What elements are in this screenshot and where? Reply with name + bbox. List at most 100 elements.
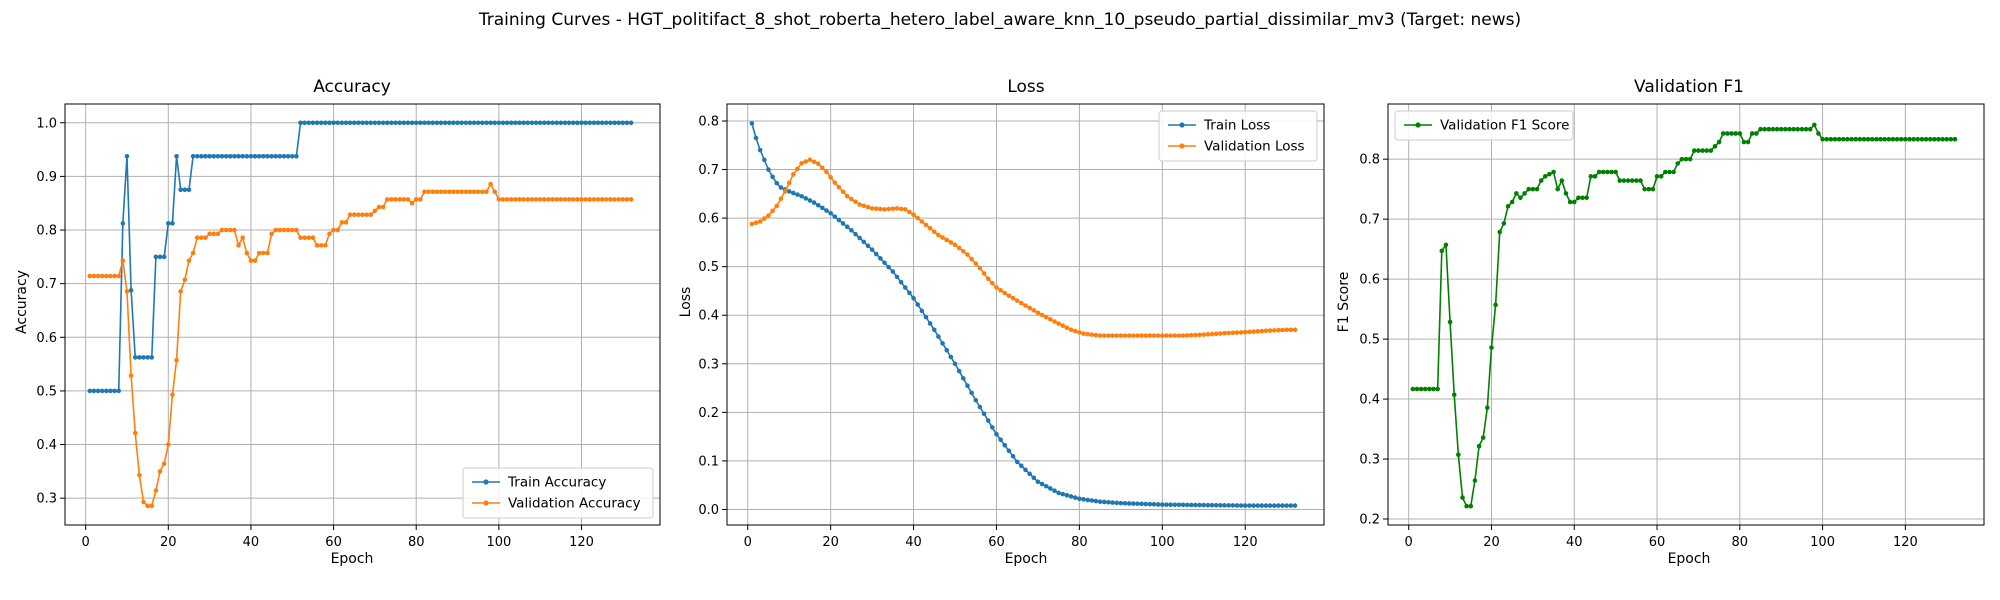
accuracy-data-point: [591, 120, 597, 126]
accuracy-data-point: [455, 120, 460, 126]
loss-data-point: [1172, 333, 1178, 338]
f1-data-point: [1625, 178, 1631, 183]
f1-data-point: [1485, 405, 1490, 410]
accuracy-data-point: [620, 197, 626, 202]
accuracy-data-point: [384, 197, 390, 202]
f1-data-point: [1816, 131, 1821, 136]
f1-data-point: [1505, 204, 1511, 209]
loss-data-point: [1238, 503, 1244, 508]
accuracy-xlabel: Epoch: [331, 551, 374, 567]
accuracy-data-point: [351, 120, 357, 126]
accuracy-data-point: [442, 189, 448, 195]
accuracy-data-point: [223, 153, 229, 159]
accuracy-data-point: [157, 254, 163, 260]
accuracy-data-point: [232, 153, 237, 159]
f1-data-point: [1812, 122, 1817, 128]
loss-plot-area: [727, 104, 1324, 525]
accuracy-data-point: [550, 197, 555, 202]
f1-data-point: [1836, 136, 1842, 142]
loss-data-point: [803, 196, 809, 201]
loss-data-point: [1085, 331, 1090, 337]
loss-data-point: [1114, 500, 1120, 506]
accuracy-data-point: [347, 212, 353, 217]
loss-y-tick-label: 0.1: [698, 454, 719, 469]
accuracy-x-tick-label: 60: [325, 535, 342, 550]
loss-data-point: [998, 288, 1003, 293]
accuracy-legend-frame: [462, 467, 654, 519]
accuracy-data-point: [393, 197, 398, 202]
accuracy-data-point: [426, 189, 431, 195]
accuracy-data-point: [132, 430, 138, 436]
accuracy-legend-label: Validation Accuracy: [508, 496, 641, 512]
f1-data-point: [1861, 136, 1867, 142]
loss-data-point: [1130, 333, 1136, 338]
f1-data-point: [1754, 131, 1759, 136]
accuracy-y-tick-label: 0.4: [36, 438, 57, 453]
accuracy-data-point: [120, 221, 126, 226]
accuracy-data-point: [434, 120, 440, 126]
accuracy-data-point: [285, 227, 291, 233]
f1-data-point: [1696, 148, 1701, 153]
accuracy-data-point: [153, 488, 159, 493]
f1-data-point: [1489, 345, 1494, 350]
accuracy-data-point: [261, 153, 266, 159]
accuracy-data-point: [215, 153, 221, 159]
f1-data-point: [1663, 169, 1668, 175]
accuracy-data-point: [504, 120, 510, 126]
accuracy-series-0: [87, 120, 634, 394]
accuracy-data-point: [587, 120, 593, 126]
accuracy-data-point: [612, 197, 617, 202]
accuracy-data-point: [108, 388, 113, 394]
accuracy-data-point: [112, 273, 117, 279]
f1-x-tick-label: 100: [1810, 535, 1835, 550]
loss-data-point: [774, 180, 780, 186]
loss-data-point: [1019, 300, 1024, 306]
accuracy-data-point: [273, 227, 279, 233]
f1-axes-frame: [1387, 103, 1985, 526]
loss-data-point: [1002, 442, 1008, 448]
f1-data-point: [1725, 131, 1730, 136]
loss-data-point: [1205, 332, 1211, 337]
accuracy-panel: Accuracy Epoch Accuracy 0 20 40 60 80 100 120 0…: [14, 77, 661, 567]
accuracy-data-point: [170, 221, 175, 226]
loss-series-1: [749, 157, 1298, 338]
accuracy-data-point: [166, 442, 171, 447]
f1-data-point: [1849, 136, 1854, 142]
accuracy-data-point: [104, 388, 109, 394]
accuracy-data-point: [438, 120, 444, 126]
accuracy-data-point: [314, 120, 320, 126]
accuracy-data-point: [496, 197, 502, 202]
accuracy-data-point: [327, 231, 332, 237]
loss-y-tick-label: 0.7: [698, 163, 719, 178]
accuracy-data-point: [492, 120, 498, 126]
f1-data-point: [1667, 169, 1672, 175]
accuracy-data-point: [583, 197, 588, 202]
accuracy-data-point: [446, 120, 452, 126]
loss-data-point: [844, 224, 850, 230]
accuracy-data-point: [108, 273, 113, 279]
accuracy-data-point: [525, 120, 531, 126]
accuracy-data-point: [116, 273, 122, 279]
loss-data-point: [824, 208, 829, 213]
loss-data-point: [757, 219, 763, 224]
accuracy-data-point: [521, 197, 526, 202]
accuracy-data-point: [145, 503, 150, 509]
loss-data-point: [1151, 502, 1157, 507]
loss-ylabel: Loss: [678, 287, 694, 318]
loss-legend-frame: [1158, 110, 1318, 162]
accuracy-data-point: [153, 254, 159, 260]
accuracy-data-point: [575, 120, 580, 126]
f1-data-point: [1687, 156, 1693, 162]
accuracy-data-point: [298, 235, 303, 240]
accuracy-data-point: [116, 388, 122, 394]
accuracy-data-point: [513, 120, 518, 126]
loss-data-point: [1139, 333, 1144, 338]
loss-data-point: [1292, 327, 1298, 333]
f1-data-point: [1720, 131, 1726, 136]
accuracy-data-point: [207, 231, 212, 237]
f1-data-point: [1514, 191, 1519, 196]
loss-data-point: [1267, 503, 1273, 508]
loss-data-point: [1014, 298, 1020, 303]
accuracy-data-point: [467, 189, 473, 195]
f1-data-point: [1758, 126, 1763, 132]
